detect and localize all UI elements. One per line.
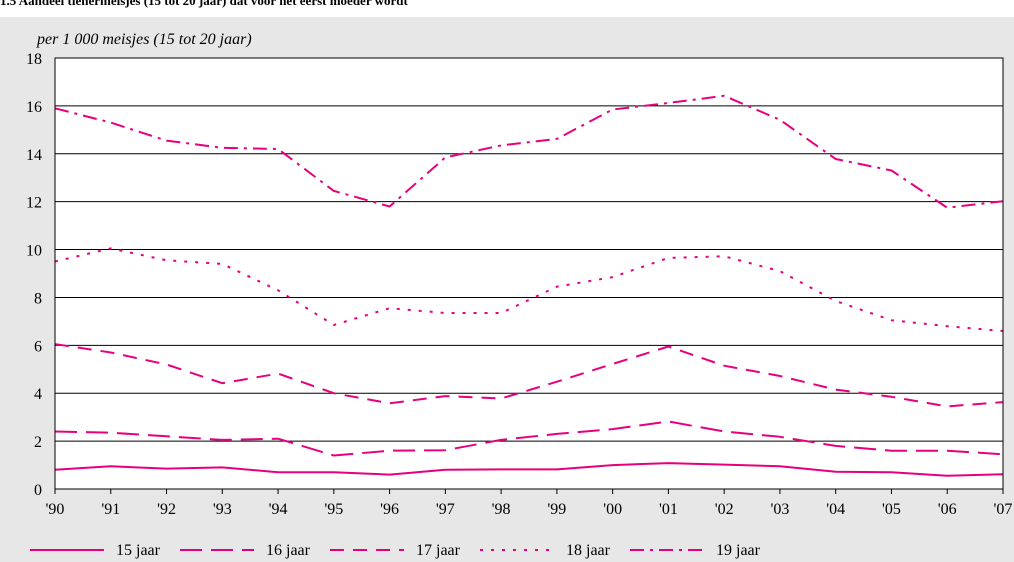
x-tick-label: '93 <box>213 501 232 518</box>
y-tick-label: 12 <box>26 195 42 212</box>
series-line-3 <box>54 343 1004 408</box>
plot-area <box>55 58 1003 489</box>
x-tick-label: '03 <box>770 501 789 518</box>
x-tick-label: '95 <box>324 501 343 518</box>
x-tick-label: '96 <box>380 501 399 518</box>
x-tick-label: '97 <box>436 501 455 518</box>
x-tick-label: '98 <box>492 501 511 518</box>
y-tick-label: 0 <box>34 482 42 499</box>
chart-panel: 0 2 4 6 8 10 12 14 16 18 '90 '91 '92 '93 '94 '95 '96 '97… <box>0 17 1014 562</box>
unit-label: per 1 000 meisjes (15 tot 20 jaar) <box>36 31 252 48</box>
series-line-2 <box>54 420 1004 457</box>
y-tick-label: 2 <box>34 434 42 451</box>
legend-label: 19 jaar <box>716 542 761 559</box>
y-tick-label: 16 <box>26 99 42 116</box>
legend: 15 jaar 16 jaar 17 jaar 18 jaar 19 jaar <box>30 542 761 559</box>
y-tick-label: 4 <box>34 386 42 403</box>
legend-label: 17 jaar <box>416 542 461 559</box>
y-tick-label: 14 <box>26 147 42 164</box>
x-tick-label: '94 <box>269 501 288 518</box>
y-axis-ticks: 0 2 4 6 8 10 12 14 16 18 <box>26 51 42 499</box>
x-tick-label: '92 <box>157 501 176 518</box>
y-tick-label: 8 <box>34 290 42 307</box>
line-chart: 0 2 4 6 8 10 12 14 16 18 '90 '91 '92 '93 '94 '95 '96 '97… <box>26 31 1013 559</box>
series-lines <box>54 94 1004 477</box>
x-tick-label: '90 <box>46 501 65 518</box>
legend-label: 18 jaar <box>566 542 611 559</box>
x-tick-label: '06 <box>938 501 957 518</box>
chart-title: 1.5 Aandeel tienermeisjes (15 tot 20 jaa… <box>0 0 408 8</box>
plot-border <box>54 57 1004 490</box>
x-tick-label: '01 <box>659 501 678 518</box>
gridlines <box>55 105 1003 442</box>
x-tick-label: '05 <box>882 501 901 518</box>
x-tick-label: '02 <box>715 501 734 518</box>
x-tick-label: '99 <box>547 501 566 518</box>
y-tick-label: 10 <box>26 243 42 260</box>
x-tick-label: '00 <box>603 501 622 518</box>
legend-label: 16 jaar <box>266 542 311 559</box>
legend-label: 15 jaar <box>116 542 161 559</box>
x-tick-label: '07 <box>994 501 1013 518</box>
y-tick-label: 18 <box>26 51 42 68</box>
x-axis-ticks: '90 '91 '92 '93 '94 '95 '96 '97 '98 '99 '00 '01 '02 '… <box>46 489 1013 518</box>
series-line-5 <box>54 94 1004 209</box>
x-tick-label: '04 <box>826 501 845 518</box>
series-line-1 <box>54 462 1004 477</box>
y-tick-label: 6 <box>34 338 42 355</box>
x-tick-label: '91 <box>101 501 120 518</box>
